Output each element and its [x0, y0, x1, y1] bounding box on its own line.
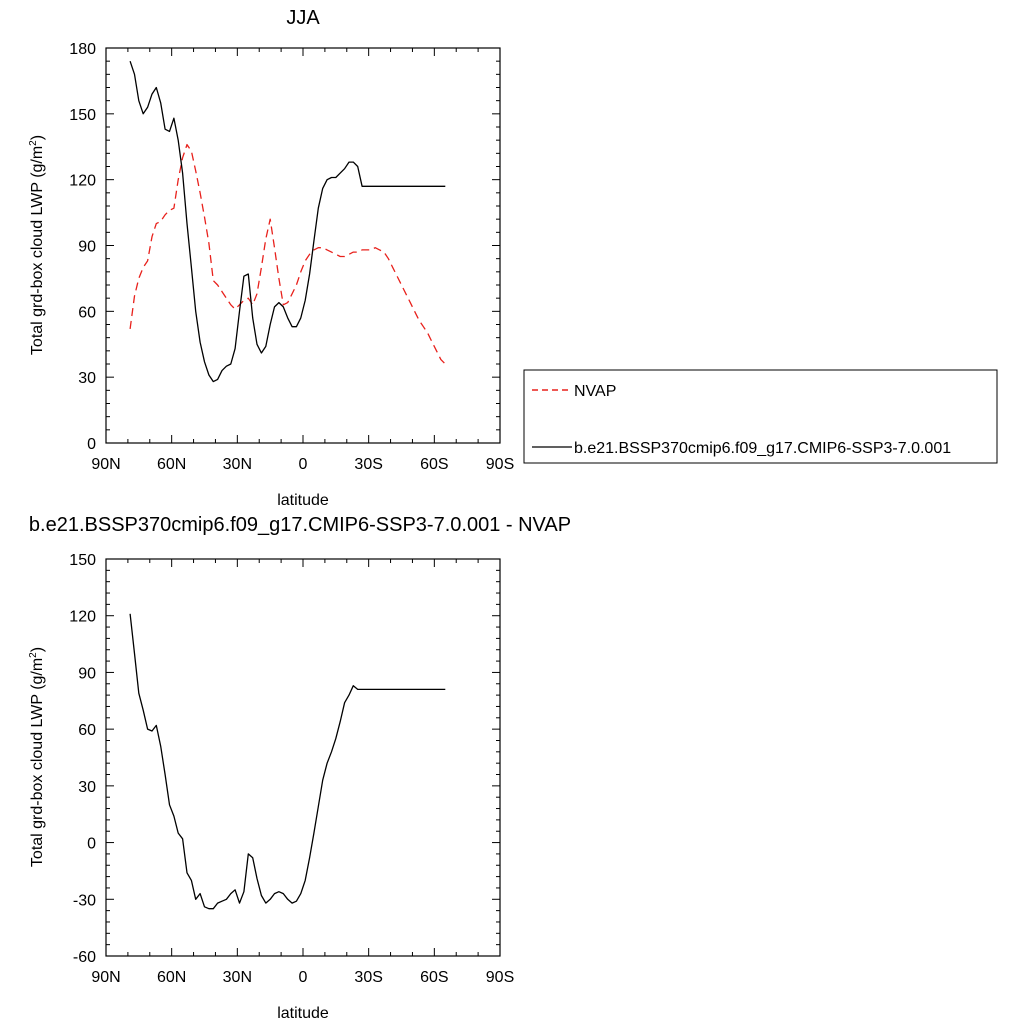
panel-2-xtick-label: 90S — [486, 969, 514, 986]
panel-2: b.e21.BSSP370cmip6.f09_g17.CMIP6-SSP3-7.… — [28, 514, 571, 1022]
panel-2-ytick-label: -60 — [73, 949, 96, 966]
panel-1-xtick-label: 30N — [223, 456, 252, 473]
panel-2-xtick-label: 60S — [420, 969, 448, 986]
panel-1-series — [129, 60, 446, 383]
legend-label-nvap: NVAP — [574, 383, 616, 400]
panel-1-title: JJA — [286, 7, 320, 29]
panel-2-xtick-label: 60N — [157, 969, 186, 986]
panel-2-xtick-label: 0 — [299, 969, 308, 986]
legend: NVAP b.e21.BSSP370cmip6.f09_g17.CMIP6-SS… — [523, 369, 998, 464]
panel-2-ylabel: Total grd-box cloud LWP (g/m2) — [28, 647, 46, 867]
panel-2-plot-frame — [105, 558, 501, 957]
panel-2-series — [129, 613, 446, 910]
panel-1-ytick-label: 60 — [78, 304, 96, 321]
panel-2-ytick-label: 150 — [69, 552, 96, 569]
panel-2-title: b.e21.BSSP370cmip6.f09_g17.CMIP6-SSP3-7.… — [29, 514, 571, 536]
legend-box — [523, 369, 998, 464]
panel-2-xtick-label: 30N — [223, 969, 252, 986]
panel-1-ylabel: Total grd-box cloud LWP (g/m2) — [28, 135, 46, 355]
panel-1-xtick-label: 30S — [354, 456, 382, 473]
panel-2-ytick-label: 0 — [87, 836, 96, 853]
panel-1-series-nvap-line — [129, 143, 446, 365]
panel-2-ytick-label: 30 — [78, 779, 96, 796]
panel-1-ytick-label: 150 — [69, 107, 96, 124]
panel-2-ytick-label: 120 — [69, 609, 96, 626]
panel-1-ytick-label: 180 — [69, 41, 96, 58]
panel-1-ytick-label: 120 — [69, 173, 96, 190]
panel-1-ytick-label: 0 — [87, 436, 96, 453]
panel-1-xtick-label: 90S — [486, 456, 514, 473]
panel-1-ytick-label: 30 — [78, 370, 96, 387]
panel-2-ylabel-close: ) — [29, 647, 46, 652]
panel-2-ytick-label: 60 — [78, 722, 96, 739]
panel-2-ticks: 90N 60N 30N 0 30S 60S 90S -60 -30 0 30 60 90 120 150 — [69, 552, 514, 986]
panel-2-xlabel: latitude — [277, 1005, 329, 1022]
panel-1-xtick-label: 60N — [157, 456, 186, 473]
panel-1-xtick-label: 90N — [91, 456, 120, 473]
panel-2-series-model-line — [129, 613, 446, 910]
panel-2-xtick-label: 90N — [91, 969, 120, 986]
panel-2-ylabel-main: Total grd-box cloud LWP (g/m — [29, 658, 46, 867]
panel-2-ytick-label: -30 — [73, 892, 96, 909]
panel-1-ytick-label: 90 — [78, 239, 96, 256]
panel-1-series-model-line — [129, 60, 446, 383]
panel-2-ytick-label: 90 — [78, 665, 96, 682]
panel-1-ylabel-main: Total grd-box cloud LWP (g/m — [29, 146, 46, 355]
panel-1-plot-frame — [105, 47, 501, 444]
legend-label-model: b.e21.BSSP370cmip6.f09_g17.CMIP6-SSP3-7.… — [574, 440, 951, 457]
panel-1-ylabel-sup: 2 — [28, 140, 39, 146]
panel-2-xtick-label: 30S — [354, 969, 382, 986]
panel-1-xtick-label: 0 — [299, 456, 308, 473]
panel-1-ylabel-close: ) — [29, 135, 46, 140]
panel-1: JJA 90N 60N 30N 0 30S 60S 90S0306090120150180 … — [28, 7, 514, 509]
panel-1-xtick-label: 60S — [420, 456, 448, 473]
panel-1-ticks: 90N 60N 30N 0 30S 60S 90S 0 30 60 90 120 150 180 — [69, 41, 514, 473]
panel-2-ylabel-sup: 2 — [28, 652, 39, 658]
panel-1-xlabel: latitude — [277, 492, 329, 509]
